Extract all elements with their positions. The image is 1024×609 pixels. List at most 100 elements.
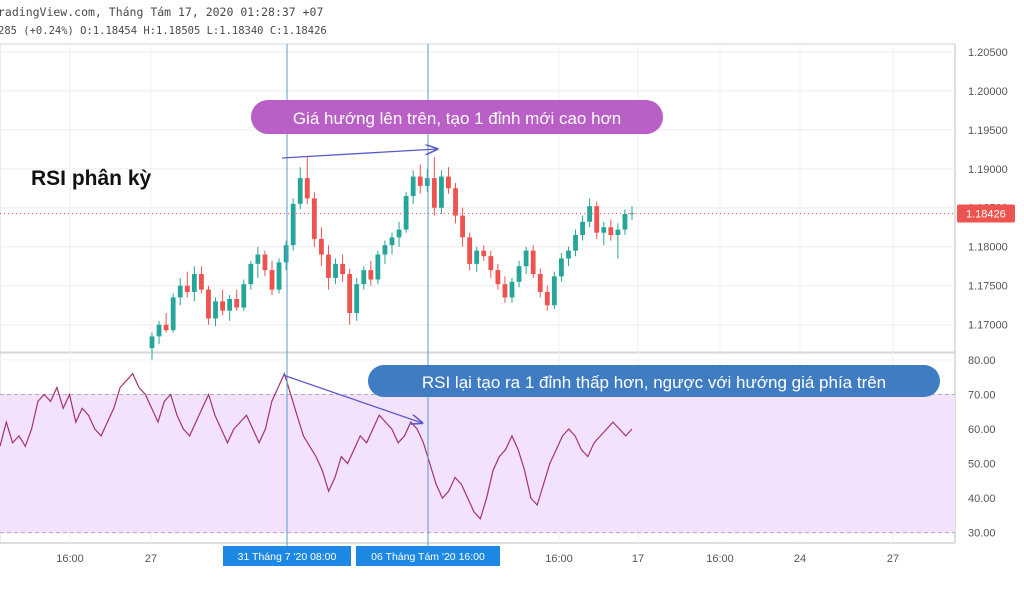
rsi-line xyxy=(0,372,633,520)
price-tick-label: 1.19000 xyxy=(968,164,1008,176)
candle-body xyxy=(354,284,360,314)
candle-body xyxy=(255,254,261,264)
candle-body xyxy=(227,298,233,311)
candle-body xyxy=(368,270,374,280)
candle-body xyxy=(495,270,501,285)
rsi-tick-label: 50.00 xyxy=(968,459,996,471)
candle-body xyxy=(403,196,409,230)
candle-body xyxy=(516,266,522,282)
chart-annotation-title: RSI phân kỳ xyxy=(31,167,152,190)
last-price-value: 1.18426 xyxy=(966,209,1006,221)
candle-body xyxy=(191,274,197,292)
rsi-divergence-arrow xyxy=(282,374,422,423)
candle-body xyxy=(262,254,268,271)
time-tick-label: 16:00 xyxy=(545,553,573,565)
candle-body xyxy=(290,203,296,246)
rsi-callout: RSI lại tạo ra 1 đỉnh thấp hơn, ngược vớ… xyxy=(422,373,886,392)
crosshair-label-1-bg xyxy=(223,546,351,566)
candle-body xyxy=(573,235,578,251)
candle-body xyxy=(615,229,621,236)
time-tick-label: 16:00 xyxy=(706,553,734,565)
price-divergence-arrow xyxy=(281,149,437,159)
candle-body xyxy=(530,250,536,275)
time-axis: 16:00 27 16:00 17 16:00 24 27 xyxy=(56,553,899,565)
candle-body xyxy=(163,324,169,331)
rsi-axis: 80.00 70.00 60.00 50.00 40.00 30.00 xyxy=(968,355,996,540)
candle-body xyxy=(460,215,465,238)
candle-body xyxy=(156,324,162,337)
candle-body xyxy=(509,281,515,298)
candle-body xyxy=(170,297,176,331)
candle-body xyxy=(446,176,451,189)
candle-body xyxy=(276,262,282,290)
candle-body xyxy=(622,213,628,230)
candle-body xyxy=(241,284,247,308)
candle-body xyxy=(177,285,183,298)
rsi-tick-label: 80.00 xyxy=(968,355,996,367)
crosshair-label-1: 31 Tháng 7 '20 08:00 xyxy=(238,551,337,563)
last-price-tag xyxy=(957,204,1015,223)
price-tick-label: 1.17500 xyxy=(968,281,1008,293)
candle-body xyxy=(431,178,437,208)
candle-body xyxy=(340,263,345,275)
price-tick-label: 1.20500 xyxy=(968,47,1008,59)
candle-body xyxy=(410,176,416,197)
price-pane xyxy=(0,43,956,353)
candle-body xyxy=(234,298,240,308)
time-tick-label: 27 xyxy=(145,553,157,565)
candle-body xyxy=(389,237,395,246)
crosshair-label-2: 06 Tháng Tám '20 16:00 xyxy=(371,551,485,563)
candles xyxy=(149,157,635,360)
candle-body xyxy=(608,227,614,236)
candle-body xyxy=(439,176,444,208)
candle-body xyxy=(453,188,458,216)
candle-body xyxy=(523,250,529,267)
rsi-band xyxy=(0,394,955,533)
time-tick-label: 16:00 xyxy=(56,553,84,565)
candle-body xyxy=(347,274,353,314)
candle-body xyxy=(481,250,487,257)
candle-body xyxy=(319,238,324,255)
rsi-callout-bg xyxy=(368,365,940,397)
candle-body xyxy=(333,263,338,278)
candle-body xyxy=(149,336,155,349)
candle-body xyxy=(474,250,480,264)
candle-body xyxy=(396,229,402,238)
price-callout: Giá hướng lên trên, tạo 1 đỉnh mới cao h… xyxy=(293,109,621,128)
candle-body xyxy=(601,227,607,233)
candle-body xyxy=(283,245,289,263)
candle-body xyxy=(594,206,600,233)
candle-body xyxy=(488,256,494,271)
candle-body xyxy=(467,237,473,264)
time-tick-label: 27 xyxy=(887,553,899,565)
candle-body xyxy=(382,245,388,255)
candle-body xyxy=(502,284,508,298)
candle-body xyxy=(544,291,550,306)
rsi-tick-label: 40.00 xyxy=(968,493,996,505)
candle-body xyxy=(199,274,204,290)
candle-body xyxy=(184,285,190,292)
candle-body xyxy=(304,178,310,199)
candle-body xyxy=(248,263,254,285)
candle-body xyxy=(587,206,593,222)
time-tick-label: 17 xyxy=(632,553,644,565)
price-tick-label: 1.17000 xyxy=(968,320,1008,332)
rsi-tick-label: 30.00 xyxy=(968,528,996,540)
candle-body xyxy=(297,178,303,204)
header-line-1: radingView.com, Tháng Tám 17, 2020 01:28… xyxy=(0,5,323,19)
candle-body xyxy=(326,254,331,278)
candle-body xyxy=(361,270,367,285)
candle-body xyxy=(220,301,225,311)
time-tick-label: 24 xyxy=(794,553,806,565)
header-line-2: 285 (+0.24%) O:1.18454 H:1.18505 L:1.183… xyxy=(0,25,327,37)
candle-body xyxy=(559,258,564,277)
crosshair-label-2-bg xyxy=(356,546,500,566)
price-callout-bg xyxy=(251,100,663,134)
candle-body xyxy=(213,301,218,319)
candle-body xyxy=(551,276,557,306)
candle-body xyxy=(580,221,585,236)
price-tick-label: 1.19500 xyxy=(968,125,1008,137)
price-tick-label: 1.18000 xyxy=(968,242,1008,254)
rsi-tick-label: 60.00 xyxy=(968,424,996,436)
